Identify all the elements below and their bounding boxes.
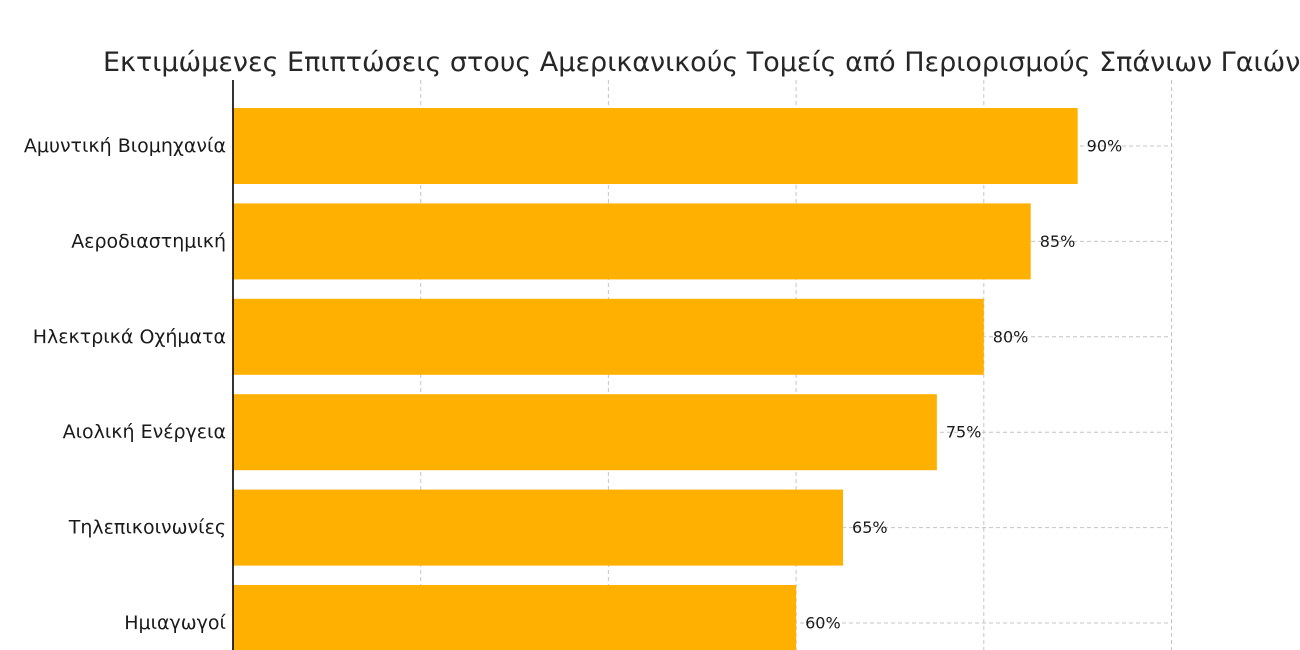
- value-label: 85%: [1040, 232, 1076, 251]
- value-label: 60%: [805, 614, 841, 633]
- bar: [233, 489, 844, 566]
- bar: [233, 203, 1031, 280]
- bars: [233, 108, 1078, 650]
- value-label: 65%: [852, 518, 888, 537]
- labels: Αμυντική Βιομηχανία 90% Αεροδιαστημική 85% Η…: [24, 135, 1122, 634]
- category-label: Αεροδιαστημική: [71, 230, 226, 252]
- bar: [233, 108, 1078, 184]
- bar: [233, 394, 937, 471]
- value-label: 75%: [946, 423, 982, 442]
- category-label: Ηλεκτρικά Οχήματα: [33, 326, 226, 348]
- category-label: Ημιαγωγοί: [124, 612, 226, 634]
- chart-title: Εκτιμώμενες Επιπτώσεις στους Αμερικανικο…: [103, 47, 1300, 78]
- bar: [233, 585, 797, 650]
- category-label: Τηλεπικοινωνίες: [68, 517, 226, 539]
- value-label: 80%: [993, 327, 1029, 346]
- category-label: Αιολική Ενέργεια: [63, 421, 226, 443]
- category-label: Αμυντική Βιομηχανία: [24, 135, 226, 157]
- bar: [233, 298, 984, 375]
- value-label: 90%: [1087, 137, 1123, 156]
